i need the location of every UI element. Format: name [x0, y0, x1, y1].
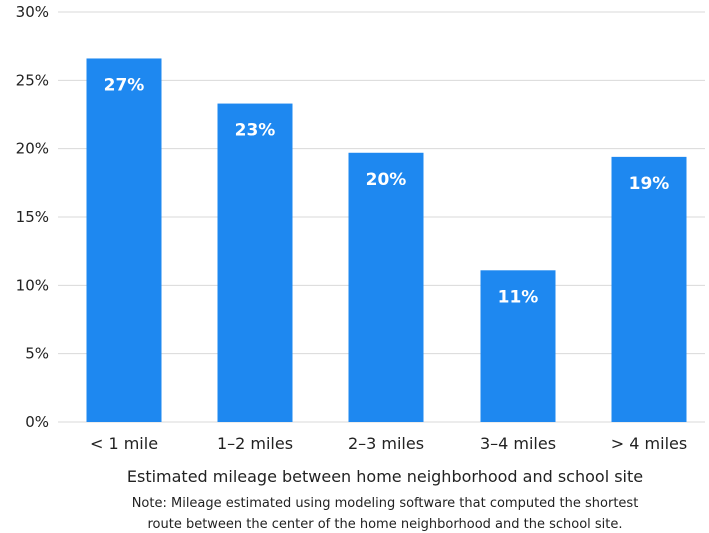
- note-line-2: route between the center of the home nei…: [147, 517, 622, 532]
- y-tick-label: 25%: [16, 71, 49, 89]
- x-tick-label: < 1 mile: [90, 434, 158, 453]
- x-tick-label: 2–3 miles: [348, 434, 424, 453]
- y-tick-label: 30%: [16, 3, 49, 21]
- y-tick-label: 10%: [16, 276, 49, 294]
- bars: [86, 58, 687, 423]
- y-tick-label: 0%: [25, 413, 49, 431]
- y-tick-label: 20%: [16, 140, 49, 158]
- y-axis: 0% 5% 10% 15% 20% 25% 30%: [16, 3, 49, 431]
- bar: [611, 156, 687, 422]
- bar-value-label: 27%: [104, 75, 145, 95]
- bar-value-label: 20%: [366, 170, 407, 190]
- data-labels: 27% 23% 20% 11% 19%: [104, 75, 670, 307]
- x-tick-label: 1–2 miles: [217, 434, 293, 453]
- y-tick-label: 5%: [25, 345, 49, 363]
- note-line-1: Note: Mileage estimated using modeling s…: [132, 496, 639, 511]
- bar: [86, 58, 162, 422]
- bar-value-label: 11%: [498, 287, 539, 307]
- bar-value-label: 23%: [235, 121, 276, 141]
- x-axis-title: Estimated mileage between home neighborh…: [127, 467, 643, 486]
- x-axis: < 1 mile 1–2 miles 2–3 miles 3–4 miles > 4 m…: [90, 434, 687, 453]
- bar: [480, 270, 556, 422]
- x-tick-label: > 4 miles: [611, 434, 687, 453]
- x-tick-label: 3–4 miles: [480, 434, 556, 453]
- bar: [217, 103, 293, 423]
- y-tick-label: 15%: [16, 208, 49, 226]
- bar: [348, 152, 424, 422]
- bar-value-label: 19%: [629, 174, 670, 194]
